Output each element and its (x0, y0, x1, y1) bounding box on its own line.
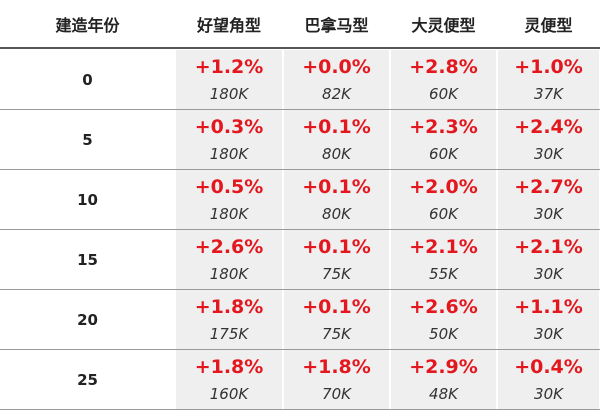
tonnage: 180K (209, 85, 249, 103)
data-cell: +2.1% 55K (391, 230, 496, 289)
tonnage: 82K (322, 85, 351, 103)
data-cell: +0.1% 75K (284, 230, 389, 289)
percent-change: +0.1% (302, 116, 371, 138)
tonnage: 180K (209, 205, 249, 223)
data-cell: +0.0% 82K (284, 50, 389, 109)
table-row: 25 +1.8% 160K +1.8% 70K +2.9% 48K +0.4% 30K (0, 350, 600, 410)
data-cell: +2.8% 60K (391, 50, 496, 109)
table-row: 0 +1.2% 180K +0.0% 82K +2.8% 60K +1.0% 37K (0, 50, 600, 110)
percent-change: +2.8% (409, 56, 478, 78)
data-cell: +2.4% 30K (498, 110, 599, 169)
tonnage: 30K (534, 145, 563, 163)
percent-change: +2.3% (409, 116, 478, 138)
tonnage: 30K (534, 265, 563, 283)
data-cell: +2.3% 60K (391, 110, 496, 169)
data-cell: +0.5% 180K (176, 170, 282, 229)
data-cell: +1.8% 70K (284, 350, 389, 409)
table-row: 5 +0.3% 180K +0.1% 80K +2.3% 60K +2.4% 30K (0, 110, 600, 170)
year-cell: 20 (77, 310, 98, 329)
data-cell: +2.9% 48K (391, 350, 496, 409)
data-cell: +0.1% 80K (284, 110, 389, 169)
percent-change: +2.0% (409, 176, 478, 198)
data-cell: +0.3% 180K (176, 110, 282, 169)
tonnage: 37K (534, 85, 563, 103)
data-cell: +2.1% 30K (498, 230, 599, 289)
percent-change: +2.1% (409, 236, 478, 258)
percent-change: +0.1% (302, 236, 371, 258)
percent-change: +2.6% (409, 296, 478, 318)
tonnage: 70K (322, 385, 351, 403)
data-cell: +1.8% 160K (176, 350, 282, 409)
percent-change: +2.6% (194, 236, 264, 258)
percent-change: +1.1% (514, 296, 583, 318)
year-cell: 5 (82, 130, 93, 149)
tonnage: 60K (429, 145, 458, 163)
table-row: 20 +1.8% 175K +0.1% 75K +2.6% 50K +1.1% 30K (0, 290, 600, 350)
tonnage: 30K (534, 325, 563, 343)
percent-change: +0.1% (302, 176, 371, 198)
percent-change: +1.8% (194, 356, 264, 378)
table-row: 10 +0.5% 180K +0.1% 80K +2.0% 60K +2.7% 30K (0, 170, 600, 230)
tonnage: 75K (322, 265, 351, 283)
data-cell: +2.6% 50K (391, 290, 496, 349)
data-cell: +1.1% 30K (498, 290, 599, 349)
percent-change: +2.1% (514, 236, 583, 258)
table-row: 15 +2.6% 180K +0.1% 75K +2.1% 55K +2.1% 30K (0, 230, 600, 290)
data-cell: +2.6% 180K (176, 230, 282, 289)
tonnage: 80K (322, 205, 351, 223)
data-cell: +2.0% 60K (391, 170, 496, 229)
tonnage: 30K (534, 205, 563, 223)
header-cell: 大灵便型 (390, 0, 497, 49)
tonnage: 75K (322, 325, 351, 343)
tonnage: 60K (429, 85, 458, 103)
year-cell: 15 (77, 250, 98, 269)
tonnage: 60K (429, 205, 458, 223)
data-cell: +0.4% 30K (498, 350, 599, 409)
percent-change: +2.7% (514, 176, 583, 198)
percent-change: +1.8% (302, 356, 371, 378)
header-cell: 巴拿马型 (283, 0, 390, 49)
header-cell: 好望角型 (175, 0, 283, 49)
data-cell: +0.1% 80K (284, 170, 389, 229)
data-cell: +1.8% 175K (176, 290, 282, 349)
year-cell: 0 (82, 70, 93, 89)
percent-change: +0.1% (302, 296, 371, 318)
percent-change: +1.2% (194, 56, 264, 78)
percent-change: +0.4% (514, 356, 583, 378)
percent-change: +0.3% (194, 116, 264, 138)
data-cell: +2.7% 30K (498, 170, 599, 229)
percent-change: +2.9% (409, 356, 478, 378)
tonnage: 160K (209, 385, 249, 403)
percent-change: +0.5% (194, 176, 264, 198)
header-cell: 灵便型 (497, 0, 600, 49)
tonnage: 80K (322, 145, 351, 163)
year-cell: 10 (77, 190, 98, 209)
tonnage: 50K (429, 325, 458, 343)
tonnage: 55K (429, 265, 458, 283)
data-cell: +1.2% 180K (176, 50, 282, 109)
tonnage: 180K (209, 145, 249, 163)
tonnage: 48K (429, 385, 458, 403)
header-cell: 建造年份 (0, 0, 175, 49)
year-cell: 25 (77, 370, 98, 389)
data-cell: +0.1% 75K (284, 290, 389, 349)
percent-change: +1.8% (194, 296, 264, 318)
tonnage: 180K (209, 265, 249, 283)
tonnage: 30K (534, 385, 563, 403)
tonnage: 175K (209, 325, 249, 343)
percent-change: +0.0% (302, 56, 371, 78)
percent-change: +1.0% (514, 56, 583, 78)
data-cell: +1.0% 37K (498, 50, 599, 109)
percent-change: +2.4% (514, 116, 583, 138)
